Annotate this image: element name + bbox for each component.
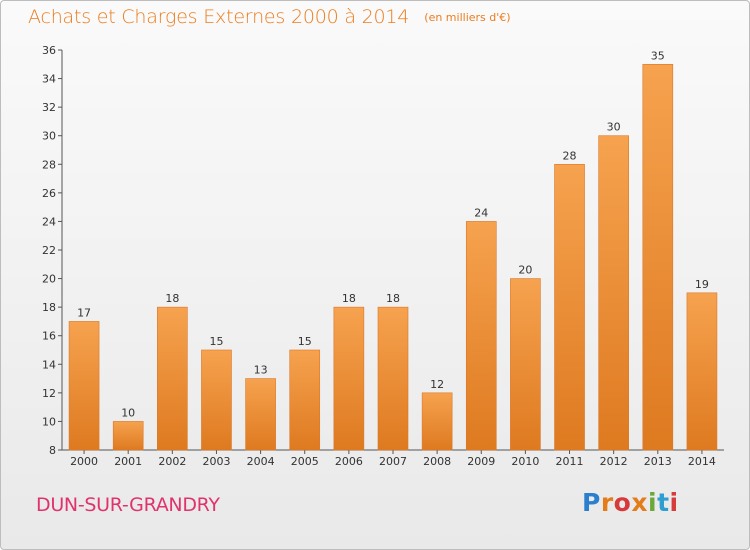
bar-2004 [245,378,276,451]
y-tick-label: 20 [42,273,56,286]
bar-2014 [686,292,718,451]
bar-2005 [289,349,321,451]
logo-letter: r [600,488,614,517]
y-tick-label: 12 [42,387,56,400]
logo-letter: i [669,488,679,517]
bar-value-label: 20 [518,264,532,277]
bar-value-label: 19 [695,278,709,291]
bar-2000 [68,321,100,451]
x-tick-label: 2013 [644,455,672,468]
y-tick-label: 26 [42,187,56,200]
bar-value-label: 15 [298,335,312,348]
bar-2002 [157,306,188,451]
y-tick-label: 8 [49,444,56,457]
bar-2012 [598,135,629,451]
x-tick-label: 2003 [202,455,230,468]
bar-value-label: 24 [474,206,488,219]
bar-2008 [421,392,453,451]
y-tick-label: 34 [42,73,56,86]
y-tick-label: 36 [42,44,56,57]
logo-letter: o [613,488,632,517]
chart-title: Achats et Charges Externes 2000 à 2014 [28,6,410,28]
x-tick-label: 2001 [114,455,142,468]
bar-2003 [201,349,232,451]
bar-value-label: 30 [607,121,621,134]
y-tick-label: 14 [42,358,56,371]
x-tick-label: 2005 [291,455,319,468]
x-tick-label: 2010 [511,455,539,468]
y-tick-label: 18 [42,301,56,314]
x-tick-label: 2009 [467,455,495,468]
y-tick-label: 32 [42,101,56,114]
x-tick-label: 2011 [556,455,584,468]
bar-value-label: 15 [209,335,223,348]
bar-2001 [112,421,144,451]
bar-value-label: 18 [342,292,356,305]
x-tick-label: 2002 [158,455,186,468]
bar-2010 [510,278,541,451]
y-tick-label: 22 [42,244,56,257]
bar-value-label: 18 [386,292,400,305]
y-tick-label: 28 [42,158,56,171]
bar-value-label: 28 [563,149,577,162]
x-tick-label: 2007 [379,455,407,468]
logo-letter: i [648,488,658,517]
logo-letter: P [582,488,601,517]
bar-2007 [377,306,409,451]
bar-value-label: 13 [254,364,268,377]
title-row: Achats et Charges Externes 2000 à 2014 (… [28,6,511,28]
x-tick-label: 2014 [688,455,716,468]
x-tick-label: 2004 [247,455,275,468]
x-tick-label: 2008 [423,455,451,468]
bar-value-label: 12 [430,378,444,391]
x-tick-label: 2000 [70,455,98,468]
bar-value-label: 18 [165,292,179,305]
x-tick-label: 2006 [335,455,363,468]
y-tick-label: 24 [42,215,56,228]
bar-2009 [465,221,497,451]
y-tick-label: 16 [42,330,56,343]
y-tick-label: 30 [42,130,56,143]
bar-2011 [554,163,585,451]
logo-letter: t [657,488,670,517]
x-tick-label: 2012 [600,455,628,468]
y-tick-label: 10 [42,415,56,428]
bar-2006 [333,306,365,451]
bar-value-label: 35 [651,49,665,62]
bar-value-label: 10 [121,406,135,419]
bar-2013 [642,63,674,451]
logo-letter: x [631,488,648,517]
chart-subtitle: (en milliers d'€) [424,11,511,24]
commune-name: DUN-SUR-GRANDRY [36,494,220,516]
bar-value-label: 17 [77,306,91,319]
proxiti-logo: Proxiti [582,488,679,517]
